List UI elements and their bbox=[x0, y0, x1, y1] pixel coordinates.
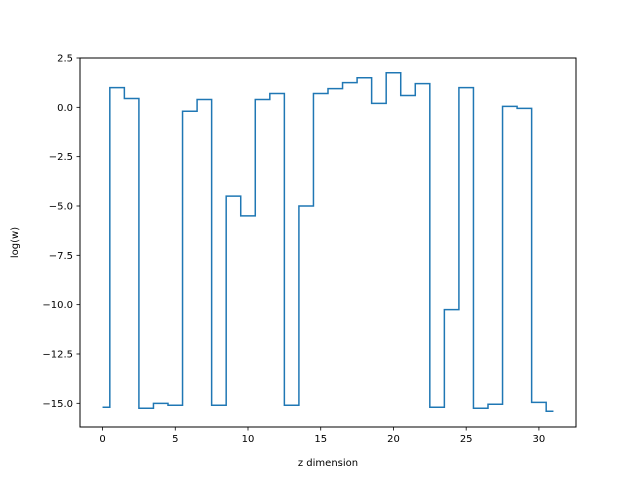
plot-frame bbox=[79, 57, 577, 428]
y-tick-label: −12.5 bbox=[42, 349, 73, 360]
y-tick-label: −10.0 bbox=[42, 300, 73, 311]
x-axis: 0 5 10 15 20 25 30 bbox=[99, 427, 545, 445]
x-tick-label: 0 bbox=[99, 434, 105, 445]
y-tick-label: −7.5 bbox=[49, 251, 73, 262]
y-tick-label: −2.5 bbox=[49, 152, 73, 163]
plot-layer bbox=[102, 72, 554, 412]
x-tick-label: 30 bbox=[533, 434, 546, 445]
x-tick-label: 10 bbox=[242, 434, 255, 445]
y-tick-label: 0.0 bbox=[57, 103, 73, 114]
y-tick-label: 2.5 bbox=[57, 54, 73, 65]
y-axis-label: log(w) bbox=[10, 227, 21, 258]
x-tick-label: 25 bbox=[460, 434, 473, 445]
x-tick-label: 20 bbox=[387, 434, 400, 445]
x-tick-label: 5 bbox=[172, 434, 178, 445]
y-axis: 2.5 0.0 −2.5 −5.0 −7.5 −10.0 −12.5 −15.0 bbox=[42, 54, 80, 410]
y-tick-label: −15.0 bbox=[42, 399, 73, 410]
y-tick-label: −5.0 bbox=[49, 201, 73, 212]
series-line-0 bbox=[102, 72, 554, 412]
x-axis-label: z dimension bbox=[298, 458, 358, 469]
x-tick-label: 15 bbox=[314, 434, 327, 445]
